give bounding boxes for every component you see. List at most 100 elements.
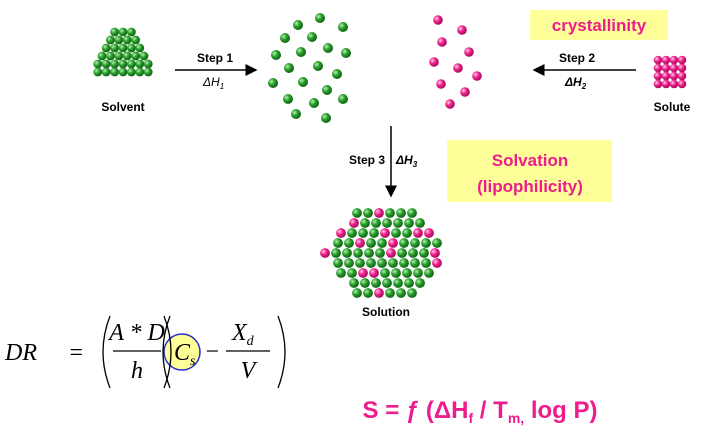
eq-lhs: DR xyxy=(4,340,37,366)
solvent-particle xyxy=(341,48,351,58)
step-label: Step 2 xyxy=(559,51,595,65)
solvent-particle xyxy=(407,288,417,298)
enthalpy: ΔH3 xyxy=(395,153,418,169)
solvent-particle xyxy=(396,208,406,218)
solvent-particle xyxy=(333,258,343,268)
eq-denominator: h xyxy=(131,358,143,384)
solute-particle xyxy=(386,248,396,258)
solute-particle xyxy=(433,15,443,25)
solute-particle xyxy=(678,56,687,65)
solvent-particle xyxy=(119,60,128,69)
c-sub: s xyxy=(190,354,196,369)
solute-particle xyxy=(678,72,687,81)
solvent-particle xyxy=(363,208,373,218)
symbol: ΔH xyxy=(395,153,413,167)
solute-particle xyxy=(320,248,330,258)
solvent-particle xyxy=(106,52,115,61)
solution-label: Solution xyxy=(362,305,410,319)
symbol: ΔH xyxy=(564,75,582,89)
solvent-particle xyxy=(127,68,136,77)
solvent-particle xyxy=(332,69,342,79)
eq-equals: = xyxy=(68,340,84,366)
solvent-particle xyxy=(135,44,144,53)
solvation-label: Solvation xyxy=(492,151,569,170)
step-label: Step 1 xyxy=(197,51,233,65)
solvent-particle xyxy=(393,278,403,288)
solute-particle xyxy=(445,99,455,109)
solvent-particle xyxy=(110,68,119,77)
solvent-particle xyxy=(415,278,425,288)
enthalpy: ΔH2 xyxy=(564,75,587,91)
solute-particle xyxy=(670,56,679,65)
solvent-particle xyxy=(358,228,368,238)
solute-particle xyxy=(654,72,663,81)
solvent-particle xyxy=(331,248,341,258)
formula-part: log P) xyxy=(524,397,597,424)
solvent-particle xyxy=(399,238,409,248)
solvent-particle xyxy=(424,268,434,278)
solvent-label: Solvent xyxy=(101,100,144,114)
solvent-particle xyxy=(432,238,442,248)
solvent-particle xyxy=(140,52,149,61)
solute-particle xyxy=(460,87,470,97)
solvent-particle xyxy=(93,60,102,69)
solvent-particle xyxy=(144,68,153,77)
solvent-particle xyxy=(93,68,102,77)
solvent-particle xyxy=(349,278,359,288)
solute-particle xyxy=(374,288,384,298)
solvent-particle xyxy=(355,258,365,268)
solute-particle xyxy=(654,56,663,65)
solvent-particle xyxy=(407,208,417,218)
solvent-particle xyxy=(402,228,412,238)
solute-particle xyxy=(336,228,346,238)
solvent-particle xyxy=(291,109,301,119)
solvent-particle xyxy=(131,36,140,45)
symbol: ΔH xyxy=(202,75,220,89)
solute-particle xyxy=(358,268,368,278)
solvent-particle xyxy=(363,288,373,298)
solvent-particle xyxy=(268,78,278,88)
solvent-particle xyxy=(106,36,115,45)
solvent-particle xyxy=(127,60,136,69)
solvent-particle xyxy=(309,98,319,108)
solvent-particle xyxy=(377,258,387,268)
solvent-particle xyxy=(296,47,306,57)
solvent-particle xyxy=(369,228,379,238)
solvent-particle xyxy=(338,94,348,104)
solute-particle xyxy=(670,72,679,81)
solute-particle xyxy=(453,63,463,73)
solvent-particle xyxy=(110,60,119,69)
solvent-particle xyxy=(271,50,281,60)
solvent-particle xyxy=(388,258,398,268)
solvent-particle xyxy=(127,44,136,53)
eq-numerator: A * D xyxy=(107,320,165,346)
formula-part: S = ƒ (ΔH xyxy=(363,397,469,424)
solute-particle xyxy=(413,228,423,238)
c: C xyxy=(174,340,191,366)
solvent-particle xyxy=(366,238,376,248)
solvent-particle xyxy=(375,248,385,258)
solvent-particle xyxy=(410,258,420,268)
solvent-particle xyxy=(393,218,403,228)
solvent-particle xyxy=(102,68,111,77)
solvent-particle xyxy=(102,60,111,69)
solvent-particle xyxy=(385,208,395,218)
formula-part: / T xyxy=(473,397,508,424)
solute-particle xyxy=(678,80,687,89)
solvent-particle xyxy=(284,63,294,73)
solvent-particle xyxy=(293,20,303,30)
solvent-particle xyxy=(413,268,423,278)
enthalpy: ΔH1 xyxy=(202,75,224,91)
solvent-particle xyxy=(283,94,293,104)
solvent-particle xyxy=(371,278,381,288)
x-sub: d xyxy=(247,334,255,349)
solvent-particle xyxy=(347,228,357,238)
diagram: crystallinity Solvent Solute Solution St… xyxy=(0,0,703,445)
solvent-particle xyxy=(135,68,144,77)
solute-particle xyxy=(670,80,679,89)
solute-particle xyxy=(662,80,671,89)
solvent-particle xyxy=(336,268,346,278)
solvent-particle xyxy=(119,44,128,53)
solvent-particle xyxy=(280,33,290,43)
solvent-particle xyxy=(399,258,409,268)
